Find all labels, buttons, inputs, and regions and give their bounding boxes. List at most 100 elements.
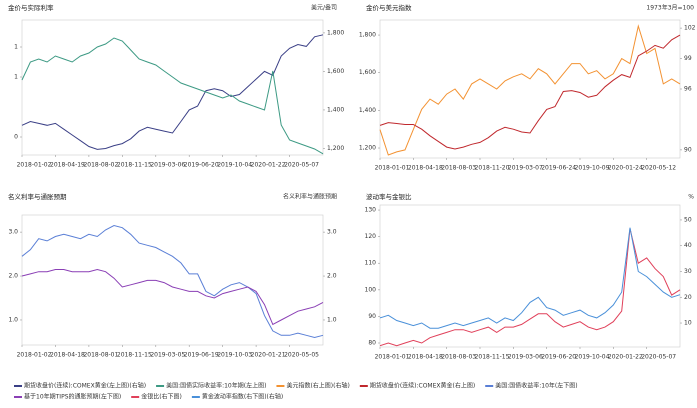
x-tick-label: 2019-10-04	[575, 354, 610, 361]
y2-tick-label: 1,200	[327, 145, 344, 152]
y2-axis-label: 1973年3月=100	[646, 4, 694, 12]
plot-frame	[21, 214, 324, 346]
plot-frame	[379, 204, 681, 348]
x-tick-label: 2019-10-04	[217, 162, 252, 169]
y2-tick-label: 50	[684, 216, 692, 223]
series-line	[379, 24, 681, 156]
legend-item: 金银比(右下图)	[131, 393, 182, 401]
y2-tick-label: 40	[684, 242, 692, 249]
y-tick-label: 1	[14, 44, 18, 51]
chart-title: 金价与美元指数	[366, 3, 412, 12]
y-tick-label: 90	[368, 313, 376, 320]
legend-label: 美国:国债收益率:10年(左下图)	[495, 382, 577, 390]
x-tick-label: 2020-01-22	[251, 162, 286, 169]
x-tick-label: 2020-05-12	[641, 165, 676, 172]
y2-tick-label: 2.0	[327, 273, 337, 280]
y2-tick-label: 3.0	[327, 229, 337, 236]
y-tick-label: 120	[365, 233, 377, 240]
series-line	[379, 34, 681, 150]
chart-title: 金价与实际利率	[8, 3, 54, 12]
y-tick-label: 130	[365, 207, 377, 214]
series-line	[21, 268, 324, 326]
legend-item: 基于10年期TIPS的通胀预期(左下图)	[14, 393, 121, 401]
x-tick-label: 2018-01-02	[17, 352, 52, 359]
x-tick-label: 2018-11-20	[475, 165, 510, 172]
legend-label: 金银比(右下图)	[141, 393, 182, 401]
y-tick-label: 1,400	[359, 107, 376, 114]
x-tick-label: 2018-04-18	[50, 352, 85, 359]
y-tick-label: 3.0	[8, 229, 18, 236]
x-tick-label: 2018-11-15	[117, 352, 152, 359]
y2-axis-label: %	[688, 194, 694, 201]
y-tick-label: 1,600	[359, 69, 376, 76]
y-tick-label: 0	[14, 134, 18, 141]
x-tick-label: 2018-08-03	[441, 354, 476, 361]
chart-title: 波动率与金银比	[366, 192, 412, 201]
legend-label: 期货收盘价(连续):COMEX黄金(左上图)(右轴)	[24, 382, 146, 390]
legend-item: 美国:国债收益率:10年(左下图)	[485, 382, 578, 390]
legend-label: 美元指数(右上图)(右轴)	[286, 382, 349, 390]
series-line	[21, 224, 324, 339]
series-line	[21, 34, 324, 150]
y-tick-label: 110	[365, 260, 377, 267]
legend-item: 期货收盘价(连续):COMEX黄金(右上图)	[359, 382, 475, 390]
legend-item: 期货收盘价(连续):COMEX黄金(左上图)(右轴)	[14, 382, 146, 390]
x-tick-label: 2019-06-20	[541, 354, 576, 361]
legend-item: 黄金波动率指数(右下图)(右轴)	[191, 393, 283, 401]
plot-frame	[21, 19, 324, 156]
x-tick-label: 2020-01-22	[608, 354, 643, 361]
x-tick-label: 2018-01-02	[17, 162, 52, 169]
legend-item: 美元指数(右上图)(右轴)	[276, 382, 350, 390]
x-tick-label: 2020-01-21	[251, 352, 286, 359]
y-tick-label: 1	[14, 74, 18, 81]
series-line	[379, 227, 681, 329]
y2-tick-label: 99	[684, 55, 692, 62]
y2-tick-label: 1.0	[327, 316, 337, 323]
x-tick-label: 2018-04-18	[408, 165, 443, 172]
legend-label: 期货收盘价(连续):COMEX黄金(右上图)	[370, 382, 475, 390]
x-tick-label: 2019-03-06	[150, 162, 185, 169]
legend-label: 基于10年期TIPS的通胀预期(左下图)	[24, 393, 121, 401]
x-tick-label: 2018-04-19	[50, 162, 85, 169]
x-tick-label: 2018-08-01	[83, 352, 118, 359]
legend-label: 黄金波动率指数(右下图)(右轴)	[202, 393, 283, 401]
x-tick-label: 2018-01-01	[375, 165, 410, 172]
y2-tick-label: 20	[684, 294, 692, 301]
y2-tick-label: 1,400	[327, 106, 344, 113]
x-tick-label: 2020-05-07	[284, 162, 319, 169]
x-tick-label: 2018-01-01	[375, 354, 410, 361]
x-tick-label: 2019-06-19	[184, 352, 219, 359]
x-tick-label: 2018-11-15	[475, 354, 510, 361]
y-tick-label: 2.0	[8, 273, 18, 280]
series-line	[379, 228, 681, 347]
x-tick-label: 2020-01-24	[608, 165, 643, 172]
y-tick-label: 1,800	[359, 32, 376, 39]
y2-tick-label: 90	[684, 146, 692, 153]
y2-tick-label: 30	[684, 268, 692, 275]
legend-item: 美国:国债实际收益率:10年期(左上图)	[156, 382, 266, 390]
y2-tick-label: 96	[684, 86, 692, 93]
y2-tick-label: 1,800	[327, 29, 344, 36]
y2-axis-label: 美元/盎司	[311, 4, 337, 12]
y2-tick-label: 1,600	[327, 68, 344, 75]
y2-tick-label: 10	[684, 320, 692, 327]
y-tick-label: 80	[368, 340, 376, 347]
x-tick-label: 2020-05-07	[641, 354, 676, 361]
x-tick-label: 2019-03-07	[508, 165, 543, 172]
x-tick-label: 2018-11-15	[117, 162, 152, 169]
chart-title: 名义利率与通胀预期	[8, 192, 67, 201]
x-tick-label: 2019-06-20	[184, 162, 219, 169]
y-tick-label: 1.0	[8, 316, 18, 323]
x-tick-label: 2019-06-24	[541, 165, 576, 172]
x-tick-label: 2019-03-06	[508, 354, 543, 361]
y2-tick-label: 102	[684, 25, 696, 32]
legend-label: 美国:国债实际收益率:10年期(左上图)	[166, 382, 266, 390]
y-tick-label: 1,200	[359, 145, 376, 152]
y-tick-label: 100	[365, 286, 377, 293]
x-tick-label: 2018-04-18	[408, 354, 443, 361]
x-tick-label: 2019-10-03	[217, 352, 252, 359]
x-tick-label: 2018-08-02	[83, 162, 118, 169]
x-tick-label: 2020-05-05	[284, 352, 319, 359]
x-tick-label: 2019-03-05	[150, 352, 185, 359]
y2-axis-label: 名义利率与通胀预期	[283, 193, 337, 201]
